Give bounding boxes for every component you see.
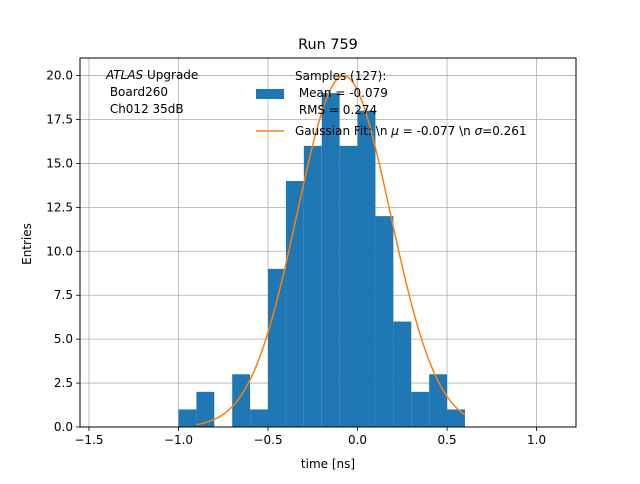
legend-hist-line-1: Samples (127): bbox=[295, 69, 386, 83]
histogram-bar bbox=[375, 216, 394, 427]
annotation-upgrade: Upgrade bbox=[143, 68, 198, 82]
x-tick-label: −1.5 bbox=[74, 433, 103, 447]
legend-fit-label: Gaussian Fit: \n μ = -0.077 \n σ=0.261 bbox=[295, 124, 527, 138]
histogram-bars bbox=[178, 93, 465, 428]
y-tick-label: 0.0 bbox=[54, 420, 73, 434]
y-tick-label: 20.0 bbox=[46, 69, 73, 83]
x-tick-label: 0.0 bbox=[348, 433, 367, 447]
axis-ticks: −1.5 −1.0 −0.5 0.0 0.5 1.0 0.0 2.5 5.0 7.5 10.0 12.… bbox=[46, 69, 546, 447]
y-tick-label: 5.0 bbox=[54, 332, 73, 346]
histogram-bar bbox=[250, 409, 269, 427]
legend: Samples (127): Mean = -0.079 RMS = 0.274… bbox=[256, 69, 527, 138]
x-tick-label: 0.5 bbox=[438, 433, 457, 447]
annotation-line-3: Ch012 35dB bbox=[106, 102, 184, 116]
legend-fit-text-a: Gaussian Fit: \n bbox=[295, 124, 391, 138]
legend-hist-line-3: RMS = 0.274 bbox=[295, 103, 377, 117]
y-tick-label: 17.5 bbox=[46, 113, 73, 127]
x-tick-label: −1.0 bbox=[164, 433, 193, 447]
axes-frame bbox=[79, 57, 577, 428]
x-axis-label: time [ns] bbox=[301, 457, 355, 471]
histogram-bar bbox=[393, 321, 412, 427]
y-tick-label: 15.0 bbox=[46, 156, 73, 170]
y-tick-label: 10.0 bbox=[46, 244, 73, 258]
histogram-bar bbox=[285, 181, 304, 427]
x-tick-label: −0.5 bbox=[253, 433, 282, 447]
histogram-bar bbox=[321, 93, 340, 428]
x-tick-label: 1.0 bbox=[527, 433, 546, 447]
legend-hist-swatch bbox=[256, 89, 284, 99]
histogram-bar bbox=[196, 391, 215, 427]
legend-fit-text-b: = -0.077 \n bbox=[399, 124, 475, 138]
histogram-bar bbox=[178, 409, 197, 427]
annotation-line-2: Board260 bbox=[106, 85, 168, 99]
legend-fit-sigma: σ bbox=[475, 124, 483, 138]
histogram-bar bbox=[303, 145, 322, 427]
y-axis-label: Entries bbox=[20, 223, 34, 265]
histogram-bar bbox=[232, 374, 251, 427]
chart-title: Run 759 bbox=[298, 37, 358, 53]
annotation-line-1: ATLAS Upgrade bbox=[105, 68, 198, 82]
annotation-atlas: ATLAS bbox=[105, 68, 144, 82]
histogram-bar bbox=[429, 374, 448, 427]
legend-fit-text-c: =0.261 bbox=[482, 124, 526, 138]
y-tick-label: 12.5 bbox=[46, 200, 73, 214]
atlas-annotation: ATLAS Upgrade Board260 Ch012 35dB bbox=[105, 68, 198, 116]
y-tick-label: 2.5 bbox=[54, 376, 73, 390]
gaussian-fit-curve bbox=[196, 74, 466, 426]
y-tick-label: 7.5 bbox=[54, 288, 73, 302]
histogram-bar bbox=[357, 110, 376, 427]
histogram-bar bbox=[411, 391, 430, 427]
histogram-bar bbox=[447, 409, 465, 427]
legend-hist-line-2: Mean = -0.079 bbox=[295, 86, 388, 100]
histogram-bar bbox=[339, 145, 358, 427]
histogram-bar bbox=[268, 268, 286, 427]
legend-fit-mu: μ bbox=[390, 124, 399, 138]
gaussian-fit bbox=[196, 74, 466, 426]
